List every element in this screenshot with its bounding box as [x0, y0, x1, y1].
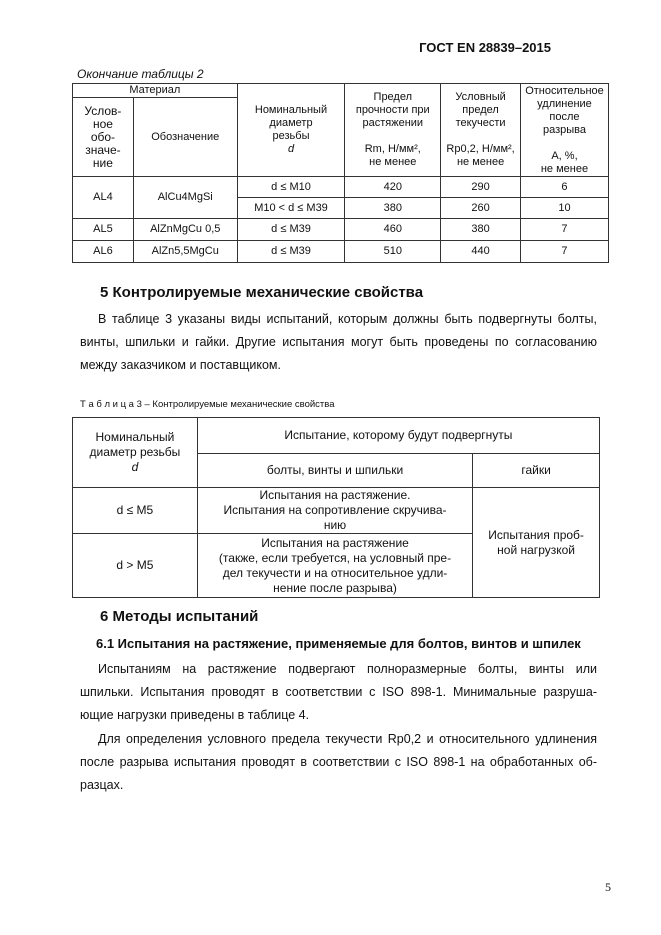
section-5-text: В таблице 3 указаны виды испытаний, кото…: [80, 312, 597, 372]
nominal-header: Номинальный диаметр резьбы d: [72, 417, 198, 488]
cell: 460: [344, 218, 442, 241]
code-header: Услов-ное обо-значе-ние: [72, 97, 134, 177]
cell: 380: [440, 218, 521, 241]
cell: 260: [440, 197, 521, 219]
cell: Испытания на растяжение (также, если треб…: [196, 533, 474, 598]
cell: 7: [519, 218, 610, 241]
cell: 440: [440, 240, 521, 263]
page-number: 5: [605, 880, 611, 894]
cell: AlCu4MgSi: [132, 176, 238, 219]
document-header: ГОСТ EN 28839–2015: [419, 40, 551, 55]
cell: 510: [344, 240, 442, 263]
nominal-header: Номинальный диаметр резьбы d: [236, 83, 346, 177]
cell: AL4: [72, 176, 134, 219]
table-2: Материал Номинальный диаметр резьбы d Преде…: [72, 83, 610, 263]
section-6-title: 6 Методы испытаний: [100, 608, 259, 625]
material-header: Материал: [72, 83, 238, 98]
cell: 420: [344, 176, 442, 198]
table3-caption: Т а б л и ц а 3 – Контролируемые механич…: [80, 399, 335, 410]
table2-caption: Окончание таблицы 2: [77, 67, 204, 81]
cell: AL6: [72, 240, 134, 263]
rp-header: Условный предел текучести Rp0,2, Н/мм², не м…: [440, 83, 521, 177]
rm-header: Предел прочности при растяжении Rm, Н/мм², н…: [344, 83, 442, 177]
bolts-header: болты, винты и шпильки: [196, 453, 474, 488]
cell: d ≤ M39: [236, 218, 346, 241]
cell: 6: [519, 176, 610, 198]
designation-header: Обозначение: [132, 97, 238, 177]
cell: 380: [344, 197, 442, 219]
a-header: Относительное удлинение после разрыва A, %,…: [519, 83, 610, 177]
section-6-1-p2: Для определения условного предела текуче…: [80, 732, 597, 792]
cell: M10 < d ≤ M39: [236, 197, 346, 219]
section-6-1-p1: Испытаниям на растяжение подвергают полн…: [80, 662, 597, 722]
cell: d ≤ M10: [236, 176, 346, 198]
cell: Испытания проб-ной нагрузкой: [472, 487, 600, 598]
table-3: Номинальный диаметр резьбы d Испытание, ко…: [72, 417, 601, 598]
cell: 7: [519, 240, 610, 263]
cell: d ≤ M5: [72, 487, 198, 534]
section-5-title: 5 Контролируемые механические свойства: [100, 284, 424, 301]
cell: AL5: [72, 218, 134, 241]
cell: d ≤ M39: [236, 240, 346, 263]
cell: Испытания на растяжение. Испытания на соп…: [196, 487, 474, 534]
cell: 10: [519, 197, 610, 219]
cell: 290: [440, 176, 521, 198]
cell: AlZnMgCu 0,5: [132, 218, 238, 241]
cell: AlZn5,5MgCu: [132, 240, 238, 263]
test-header: Испытание, которому будут подвергнуты: [196, 417, 601, 454]
nuts-header: гайки: [472, 453, 600, 488]
section-6-1-title: 6.1 Испытания на растяжение, применяемые…: [96, 636, 581, 651]
cell: d > M5: [72, 533, 198, 598]
